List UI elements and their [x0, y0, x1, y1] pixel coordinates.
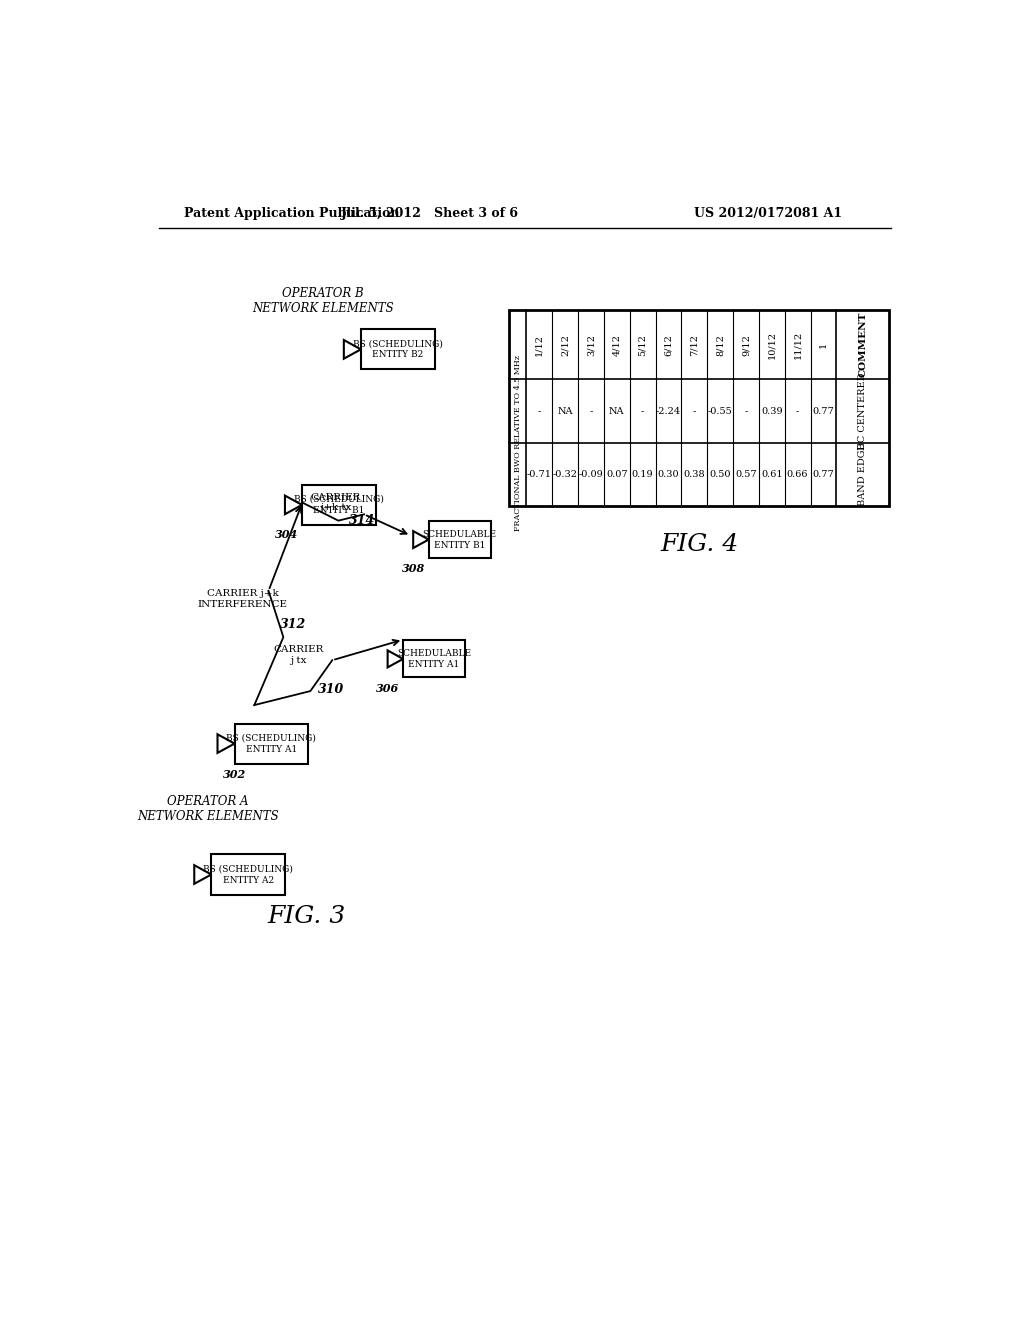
Text: 0.77: 0.77 — [813, 407, 835, 416]
Text: 4/12: 4/12 — [612, 334, 622, 355]
Text: 8/12: 8/12 — [716, 334, 725, 355]
Text: -2.24: -2.24 — [655, 407, 681, 416]
Text: 0.57: 0.57 — [735, 470, 757, 479]
Text: -0.55: -0.55 — [708, 407, 732, 416]
Polygon shape — [388, 651, 403, 668]
Text: SCHEDULABLE
ENTITY B1: SCHEDULABLE ENTITY B1 — [423, 529, 497, 549]
Text: 0.66: 0.66 — [786, 470, 808, 479]
Text: NA: NA — [609, 407, 625, 416]
Text: 6/12: 6/12 — [664, 334, 673, 355]
Text: 11/12: 11/12 — [794, 330, 802, 359]
Text: 302: 302 — [223, 768, 246, 780]
Text: CARRIER j+k
INTERFERENCE: CARRIER j+k INTERFERENCE — [198, 589, 288, 609]
Polygon shape — [217, 734, 234, 752]
Text: 0.07: 0.07 — [606, 470, 628, 479]
Text: 304: 304 — [274, 529, 298, 540]
Text: BAND EDGE: BAND EDGE — [858, 444, 867, 507]
Text: 314: 314 — [349, 513, 375, 527]
Text: 308: 308 — [401, 564, 425, 574]
Text: -: - — [641, 407, 644, 416]
Text: BS (SCHEDULING)
ENTITY B1: BS (SCHEDULING) ENTITY B1 — [294, 495, 384, 515]
Polygon shape — [344, 341, 360, 359]
Text: Patent Application Publication: Patent Application Publication — [183, 207, 399, 220]
Text: -0.71: -0.71 — [526, 470, 552, 479]
Text: -: - — [538, 407, 541, 416]
Text: BS (SCHEDULING)
ENTITY B2: BS (SCHEDULING) ENTITY B2 — [352, 339, 442, 359]
Text: OPERATOR A
NETWORK ELEMENTS: OPERATOR A NETWORK ELEMENTS — [137, 795, 279, 824]
Text: -0.09: -0.09 — [579, 470, 603, 479]
Text: COMMENT: COMMENT — [858, 312, 867, 378]
Text: -: - — [744, 407, 748, 416]
Text: 0.38: 0.38 — [683, 470, 706, 479]
Text: 306: 306 — [376, 682, 399, 694]
Bar — [302, 484, 376, 525]
Text: 310: 310 — [317, 684, 344, 696]
Text: 0.30: 0.30 — [657, 470, 679, 479]
Text: FIG. 3: FIG. 3 — [267, 906, 345, 928]
Text: 5/12: 5/12 — [638, 334, 647, 355]
Text: NA: NA — [557, 407, 572, 416]
Text: 0.39: 0.39 — [761, 407, 782, 416]
Text: CARRIER
j tx: CARRIER j tx — [273, 645, 324, 665]
Text: 1/12: 1/12 — [535, 334, 544, 355]
Text: 0.77: 0.77 — [813, 470, 835, 479]
Text: FIG. 4: FIG. 4 — [660, 533, 738, 557]
Text: 312: 312 — [280, 618, 306, 631]
Bar — [509, 310, 889, 507]
Text: -: - — [796, 407, 799, 416]
Text: Jul. 5, 2012   Sheet 3 of 6: Jul. 5, 2012 Sheet 3 of 6 — [341, 207, 519, 220]
Bar — [403, 640, 465, 677]
Text: CARRIER
j+k tx: CARRIER j+k tx — [310, 492, 360, 512]
Text: BS (SCHEDULING)
ENTITY A1: BS (SCHEDULING) ENTITY A1 — [226, 734, 316, 754]
Bar — [211, 854, 285, 895]
Text: -: - — [589, 407, 593, 416]
Text: 9/12: 9/12 — [741, 334, 751, 355]
Text: DC CENTERED: DC CENTERED — [858, 372, 867, 450]
Polygon shape — [195, 865, 211, 884]
Text: 10/12: 10/12 — [767, 331, 776, 359]
Bar — [429, 521, 490, 558]
Text: -: - — [692, 407, 696, 416]
Text: FRACTIONAL BWO RELATIVE TO 4.5 MHz: FRACTIONAL BWO RELATIVE TO 4.5 MHz — [514, 355, 522, 531]
Polygon shape — [285, 495, 302, 515]
Text: US 2012/0172081 A1: US 2012/0172081 A1 — [693, 207, 842, 220]
Text: 0.61: 0.61 — [761, 470, 782, 479]
Bar — [360, 330, 434, 370]
Text: SCHEDULABLE
ENTITY A1: SCHEDULABLE ENTITY A1 — [397, 649, 471, 669]
Text: 0.50: 0.50 — [710, 470, 731, 479]
Text: OPERATOR B
NETWORK ELEMENTS: OPERATOR B NETWORK ELEMENTS — [253, 286, 394, 315]
Text: 1: 1 — [819, 342, 828, 348]
Text: BS (SCHEDULING)
ENTITY A2: BS (SCHEDULING) ENTITY A2 — [203, 865, 293, 884]
Bar — [234, 723, 308, 763]
Polygon shape — [414, 531, 429, 548]
Text: 3/12: 3/12 — [587, 334, 595, 355]
Text: -0.32: -0.32 — [553, 470, 578, 479]
Text: 0.19: 0.19 — [632, 470, 653, 479]
Text: 7/12: 7/12 — [690, 334, 698, 355]
Text: 2/12: 2/12 — [560, 334, 569, 355]
